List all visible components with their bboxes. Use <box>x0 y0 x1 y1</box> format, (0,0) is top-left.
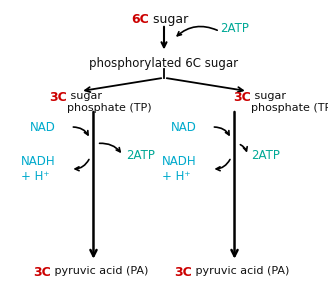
Text: 3C: 3C <box>174 266 192 279</box>
Text: NAD: NAD <box>30 120 55 134</box>
Text: 2ATP: 2ATP <box>251 149 280 162</box>
Text: 6C: 6C <box>132 13 149 26</box>
Text: 3C: 3C <box>49 91 67 104</box>
Text: pyruvic acid (PA): pyruvic acid (PA) <box>51 266 148 276</box>
Text: NAD: NAD <box>171 120 196 134</box>
Text: 2ATP: 2ATP <box>126 149 155 162</box>
Text: sugar
phosphate (TP): sugar phosphate (TP) <box>67 91 152 113</box>
Text: 3C: 3C <box>233 91 251 104</box>
Text: NADH
+ H⁺: NADH + H⁺ <box>21 155 56 183</box>
Text: 3C: 3C <box>33 266 51 279</box>
Text: phosphorylated 6C sugar: phosphorylated 6C sugar <box>90 57 238 70</box>
Text: NADH
+ H⁺: NADH + H⁺ <box>162 155 197 183</box>
Text: pyruvic acid (PA): pyruvic acid (PA) <box>192 266 289 276</box>
Text: sugar
phosphate (TP): sugar phosphate (TP) <box>251 91 328 113</box>
Text: 2ATP: 2ATP <box>220 22 249 35</box>
Text: sugar: sugar <box>149 13 189 26</box>
